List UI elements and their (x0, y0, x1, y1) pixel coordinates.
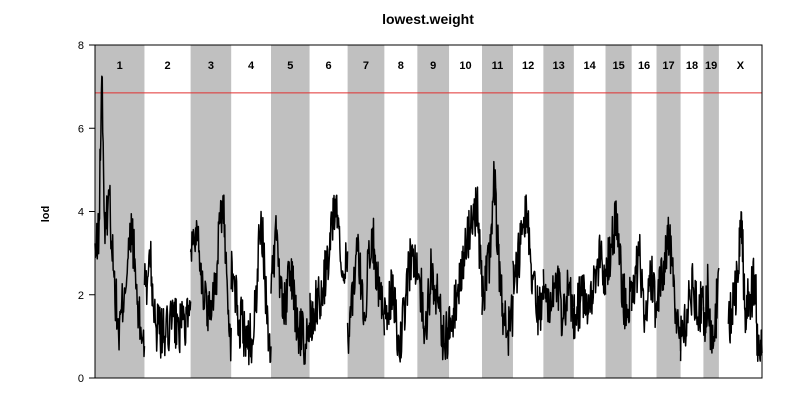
y-tick-label-8: 8 (78, 40, 84, 52)
lod-trace-chr-2 (143, 240, 192, 359)
chromosome-label-17: 17 (662, 60, 674, 72)
lod-trace-chr-11 (481, 160, 514, 357)
chromosome-band-11 (482, 45, 513, 378)
chromosome-label-13: 13 (552, 60, 564, 72)
y-tick-label-0: 0 (78, 373, 84, 385)
chromosome-label-2: 2 (164, 60, 170, 72)
chromosome-band-13 (543, 45, 574, 378)
chromosome-label-12: 12 (522, 60, 534, 72)
chromosome-bands (95, 45, 719, 378)
chromosome-label-15: 15 (612, 60, 624, 72)
chromosome-label-18: 18 (686, 60, 698, 72)
lod-trace-chr-14 (573, 234, 607, 339)
lod-trace-chr-12 (512, 194, 545, 336)
lod-traces (94, 75, 763, 366)
chromosome-label-X: X (737, 60, 745, 72)
chromosome-label-5: 5 (287, 60, 293, 72)
chromosome-label-16: 16 (638, 60, 650, 72)
lod-trace-chr-18 (679, 262, 705, 362)
y-axis-label: lod (40, 206, 52, 223)
lod-trace-chr-9 (416, 248, 450, 361)
chromosome-label-14: 14 (584, 60, 597, 72)
lod-trace-chr-4 (230, 210, 272, 366)
chromosome-label-7: 7 (363, 60, 369, 72)
chart-title: lowest.weight (382, 11, 474, 27)
lod-trace-chr-19 (702, 263, 720, 354)
chromosome-labels: 1 2 3 4 5 6 7 8 9 10 11 12 13 14 15 16 17 18 19 X (117, 60, 745, 72)
chromosome-label-6: 6 (326, 60, 332, 72)
lod-trace-chr-13 (542, 265, 575, 340)
chromosome-label-3: 3 (208, 60, 214, 72)
chromosome-label-19: 19 (705, 60, 717, 72)
chromosome-label-11: 11 (492, 60, 504, 72)
lod-trace-chr-15 (604, 200, 633, 330)
chromosome-label-9: 9 (430, 60, 436, 72)
chromosome-band-3 (190, 45, 232, 378)
lod-trace-chr-6 (309, 194, 349, 342)
lod-trace-chr-8 (383, 238, 419, 363)
chromosome-label-1: 1 (117, 60, 123, 72)
lod-trace-chr-7 (346, 217, 386, 354)
y-tick-label-6: 6 (78, 123, 84, 135)
y-tick-label-4: 4 (78, 207, 84, 219)
lod-trace-chr-16 (630, 233, 658, 333)
chromosome-band-7 (347, 45, 385, 378)
plot-frame (94, 44, 763, 379)
y-axis: 0 2 4 6 8 (78, 40, 95, 385)
chromosome-label-4: 4 (248, 60, 255, 72)
y-tick-label-2: 2 (78, 290, 84, 302)
lod-trace-chr-X (727, 211, 763, 362)
chromosome-label-10: 10 (459, 60, 471, 72)
lod-trace-chr-5 (270, 214, 311, 365)
chromosome-band-15 (605, 45, 632, 378)
lod-trace-chr-17 (655, 216, 682, 352)
lod-trace-chr-10 (448, 186, 483, 340)
lod-trace-chr-1 (94, 75, 146, 358)
lod-trace-chr-3 (189, 194, 232, 362)
chromosome-label-8: 8 (398, 60, 404, 72)
